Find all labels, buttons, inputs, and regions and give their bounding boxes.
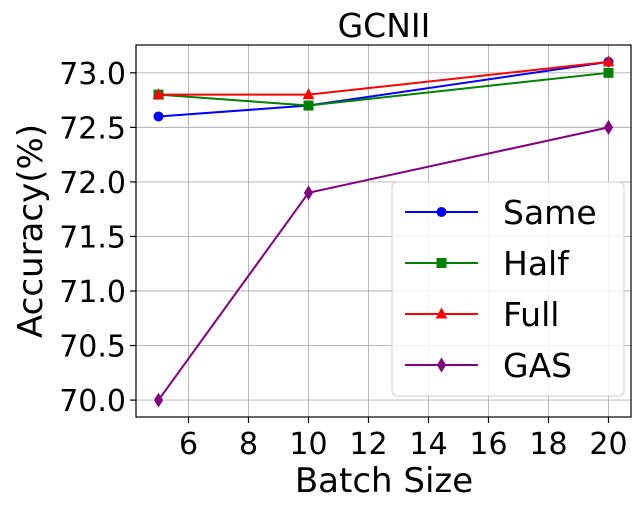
legend-marker — [436, 258, 447, 268]
data-point — [153, 111, 164, 122]
data-point — [303, 100, 314, 111]
data-point — [152, 88, 165, 100]
data-point — [302, 88, 315, 100]
x-tick-label: 20 — [589, 427, 627, 462]
x-tick-label: 12 — [349, 427, 387, 462]
x-tick-label: 16 — [469, 427, 507, 462]
legend-marker — [435, 307, 448, 319]
legend-label: GAS — [503, 346, 572, 385]
x-tick-label: 8 — [239, 427, 258, 462]
y-tick-label: 70.5 — [59, 330, 126, 365]
legend-marker — [436, 207, 447, 217]
data-point — [303, 185, 314, 201]
x-tick-label: 6 — [179, 427, 198, 462]
legend-label: Half — [503, 244, 570, 283]
legend-entry-same: Same — [405, 193, 597, 232]
series-full — [152, 55, 615, 100]
legend-entry-gas: GAS — [405, 346, 572, 385]
legend-label: Same — [503, 193, 597, 232]
x-tick-label: 10 — [289, 427, 327, 462]
y-tick-label: 72.0 — [59, 166, 126, 201]
data-point — [603, 119, 614, 135]
chart-title: GCNII — [338, 6, 431, 45]
legend-label: Full — [503, 295, 559, 334]
y-tick-label: 73.0 — [59, 57, 126, 92]
x-tick-label: 18 — [529, 427, 567, 462]
legend: Same Half Full GAS — [391, 181, 625, 397]
series-line — [158, 71, 609, 107]
series-half — [153, 67, 614, 111]
axis-ticks: 6 8 10 12 14 16 18 20 70.0 70.5 71.0 71.5 72.0 72.5 73… — [59, 57, 627, 462]
y-axis-label: Accuracy(%) — [11, 124, 51, 338]
series-same — [153, 56, 614, 122]
legend-entry-half: Half — [405, 244, 570, 283]
data-point — [602, 55, 615, 67]
x-tick-label: 14 — [409, 427, 447, 462]
series-gas — [153, 119, 614, 408]
legend-entry-full: Full — [405, 295, 559, 334]
plot-area — [135, 44, 632, 418]
series-line — [158, 60, 609, 96]
y-tick-label: 71.0 — [59, 275, 126, 310]
data-point — [603, 67, 614, 78]
legend-box — [391, 181, 625, 397]
legend-marker — [436, 357, 447, 373]
y-tick-label: 71.5 — [59, 220, 126, 255]
y-tick-label: 72.5 — [59, 111, 126, 146]
data-point — [153, 392, 164, 408]
series-lines — [152, 55, 615, 408]
y-tick-label: 70.0 — [59, 384, 126, 419]
x-axis-label: Batch Size — [295, 461, 473, 501]
